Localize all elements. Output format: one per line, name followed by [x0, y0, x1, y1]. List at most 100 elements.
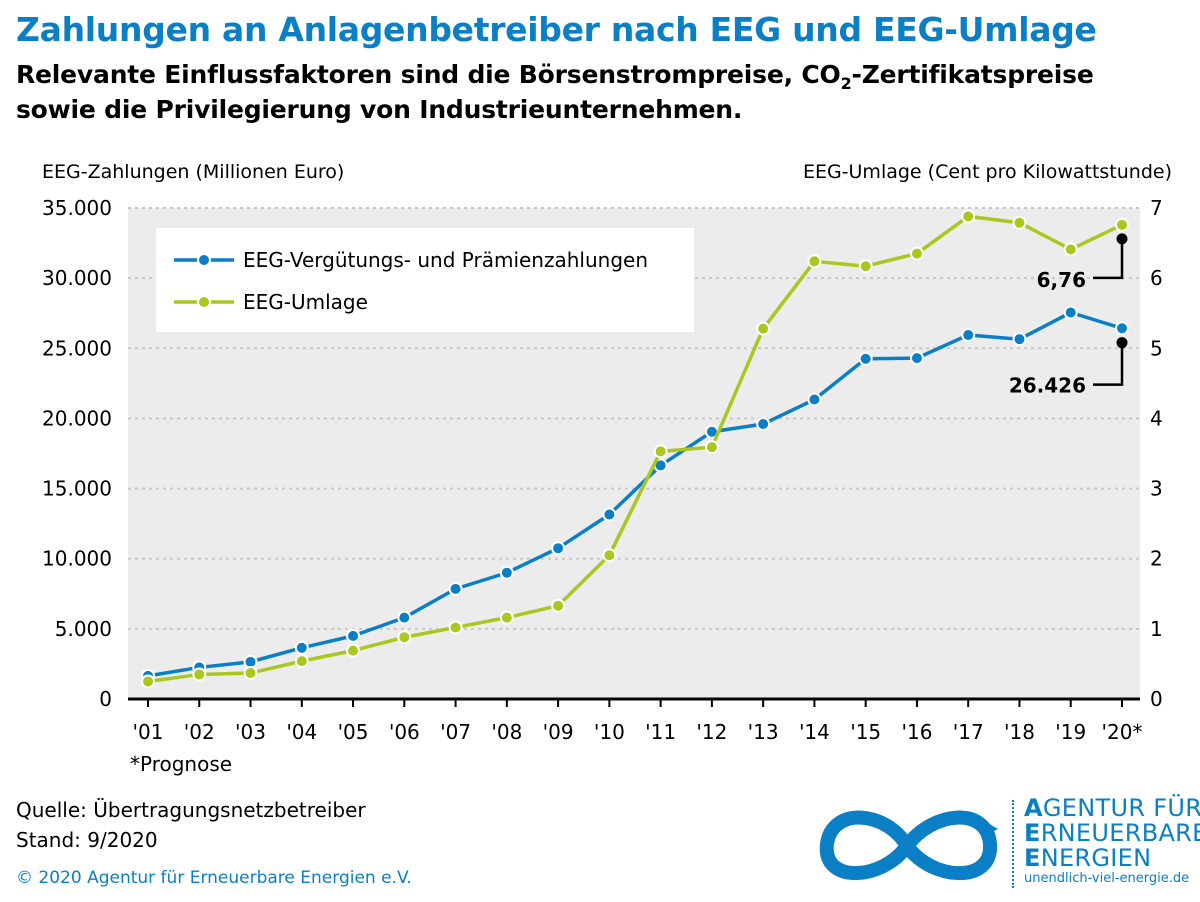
- x-tick-label: '18: [1004, 720, 1035, 744]
- annotation-leader-zahlungen: [1093, 342, 1124, 386]
- series-1-point: [909, 351, 924, 366]
- x-tick-label: '20*: [1102, 720, 1143, 744]
- series-1-point: [551, 541, 566, 556]
- x-tick-label: '07: [440, 720, 471, 744]
- x-tick-label: '09: [543, 720, 574, 744]
- y-tick-left: 5.000: [55, 617, 112, 641]
- infinity-logo-icon: [819, 810, 998, 881]
- x-tick-label: '05: [338, 720, 369, 744]
- y-tick-right: 3: [1150, 477, 1163, 501]
- legend-label-2: EEG-Umlage: [243, 290, 368, 314]
- agency-logo-text: AGENTUR FÜR ERNEUERBARE ENERGIEN unendli…: [1024, 794, 1200, 887]
- annotation-marker-umlage: [1116, 233, 1128, 245]
- series-1-point: [499, 565, 514, 580]
- x-tick-label: '06: [389, 720, 420, 744]
- series-1-point: [1063, 305, 1078, 320]
- y-tick-right: 2: [1150, 547, 1163, 571]
- series-1-point: [756, 417, 771, 432]
- annotation-label-zahlungen: 26.426: [1009, 374, 1086, 398]
- legend-marker-1: [197, 253, 211, 267]
- series-1-point: [346, 628, 361, 643]
- x-tick-label: '04: [286, 720, 317, 744]
- x-tick-label: '12: [696, 720, 727, 744]
- y-tick-left: 20.000: [42, 406, 112, 430]
- series-2-point: [653, 444, 668, 459]
- logo-line-3: ENERGIEN: [1024, 844, 1152, 872]
- series-1-point: [397, 610, 412, 625]
- y-tick-left: 25.000: [42, 336, 112, 360]
- legend-label-1: EEG-Vergütungs- und Prämienzahlungen: [243, 248, 648, 272]
- series-1-point: [807, 392, 822, 407]
- copyright: © 2020 Agentur für Erneuerbare Energien …: [16, 868, 412, 888]
- series-2-point: [961, 209, 976, 224]
- legend-box: [156, 228, 694, 332]
- y-tick-right: 6: [1150, 266, 1163, 290]
- series-2-point: [602, 548, 617, 563]
- x-tick-label: '15: [850, 720, 881, 744]
- x-tick-label: '11: [645, 720, 676, 744]
- annotation-label-umlage: 6,76: [1037, 268, 1086, 292]
- series-1-point: [1115, 321, 1129, 336]
- series-2-point: [551, 598, 566, 613]
- series-2-point: [346, 643, 361, 658]
- y-tick-left: 15.000: [42, 477, 112, 501]
- y-tick-left: 35.000: [42, 196, 112, 220]
- series-line-2: [147, 214, 1123, 684]
- subtitle-subscript: 2: [840, 74, 852, 93]
- y-tick-left: 30.000: [42, 266, 112, 290]
- series-2-point: [1063, 242, 1078, 257]
- x-tick-label: '08: [491, 720, 522, 744]
- y-tick-right: 7: [1150, 196, 1163, 220]
- logo-url[interactable]: unendlich-viel-energie.de: [1024, 871, 1190, 886]
- series-2-point: [909, 246, 924, 261]
- x-tick-label: '14: [799, 720, 830, 744]
- source-note: Quelle: Übertragungsnetzbetreiber: [16, 798, 366, 822]
- series-1-point: [1012, 332, 1027, 347]
- x-tick-label: '10: [594, 720, 625, 744]
- x-tick-label: '19: [1055, 720, 1086, 744]
- annotation-leader-umlage: [1093, 238, 1124, 280]
- y-tick-right: 0: [1150, 687, 1163, 711]
- subtitle-part-1: Relevante Einflussfaktoren sind die Börs…: [16, 60, 841, 89]
- y-tick-left: 10.000: [42, 547, 112, 571]
- date-note: Stand: 9/2020: [16, 828, 158, 852]
- series-2-point: [858, 259, 873, 274]
- legend-marker-2: [197, 295, 211, 309]
- series-1-point: [243, 654, 258, 669]
- footnote-prognose: *Prognose: [130, 752, 232, 776]
- logo-divider: [1012, 800, 1014, 888]
- x-tick-label: '02: [184, 720, 215, 744]
- y-tick-right: 5: [1150, 336, 1163, 360]
- chart-subtitle-line-2: sowie die Privilegierung von Industrieun…: [16, 95, 743, 124]
- annotation-marker-zahlungen: [1116, 337, 1128, 349]
- series-2-point: [243, 666, 258, 681]
- series-1-point: [961, 327, 976, 342]
- y-tick-right: 1: [1150, 617, 1163, 641]
- series-1-point: [602, 507, 617, 522]
- y-axis-right-label: EEG-Umlage (Cent pro Kilowattstunde): [803, 161, 1172, 183]
- series-2-point: [448, 620, 463, 635]
- y-tick-right: 4: [1150, 406, 1163, 430]
- series-2-point: [1115, 217, 1129, 232]
- chart-subtitle-line-1: Relevante Einflussfaktoren sind die Börs…: [16, 60, 1094, 93]
- series-2-point: [294, 654, 309, 669]
- series-2-point: [756, 321, 771, 336]
- series-1-point: [858, 351, 873, 366]
- y-axis-left-label: EEG-Zahlungen (Millionen Euro): [42, 161, 344, 183]
- series-2-point: [1012, 215, 1027, 230]
- y-tick-left: 0: [99, 687, 112, 711]
- x-tick-label: '16: [901, 720, 932, 744]
- series-1-point: [448, 581, 463, 596]
- chart-title: Zahlungen an Anlagenbetreiber nach EEG u…: [16, 10, 1097, 49]
- series-2-point: [807, 254, 822, 269]
- logo-line-2: ERNEUERBARE: [1024, 819, 1200, 847]
- logo-line-1: AGENTUR FÜR: [1024, 794, 1200, 822]
- x-tick-label: '01: [133, 720, 164, 744]
- subtitle-part-2: -Zertifikatspreise: [851, 60, 1094, 89]
- x-tick-label: '13: [748, 720, 779, 744]
- series-line-1: [147, 310, 1123, 678]
- series-2-point: [499, 610, 514, 625]
- series-1-point: [294, 640, 309, 655]
- series-2-point: [141, 674, 155, 689]
